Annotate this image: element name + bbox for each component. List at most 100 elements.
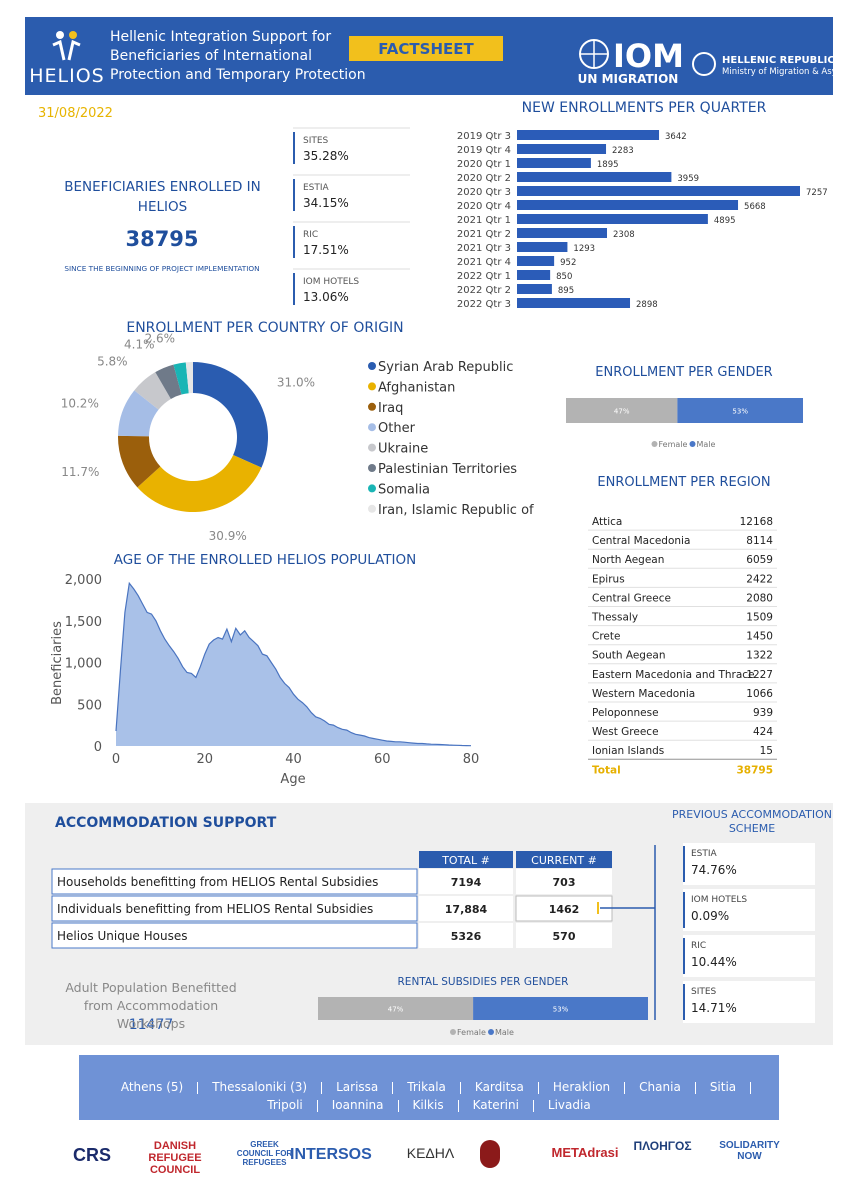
learning-center: Ioannina [331, 1098, 384, 1112]
legend-marker [368, 362, 376, 370]
data-label: 2898 [636, 300, 658, 310]
legend-marker [368, 484, 376, 493]
badge [349, 36, 503, 61]
column-header-text: TOTAL # [441, 854, 490, 867]
region-name: South Aegean [592, 650, 666, 662]
region-value: 6059 [746, 554, 773, 566]
learning-center: Karditsa [474, 1080, 524, 1094]
row-label-cell [51, 922, 418, 949]
separator [316, 1099, 318, 1112]
y-tick-label: 2022 Qtr 1 [457, 271, 511, 282]
bar [517, 186, 800, 196]
data-label: 850 [556, 272, 572, 282]
region-value: 1066 [746, 688, 773, 700]
data-label: 5668 [744, 202, 766, 212]
bar [517, 242, 568, 252]
data-label: 3959 [677, 174, 699, 184]
slice [137, 454, 262, 513]
chart-title: ENROLLMENT PER GENDER [595, 365, 772, 380]
region-value: 1509 [746, 612, 773, 624]
legend-label: Afghanistan [378, 380, 455, 395]
enrolled-note: SINCE THE BEGINNING OF PROJECT IMPLEMENT… [64, 264, 259, 273]
card-value: 14.71% [691, 1001, 737, 1015]
legend-marker [368, 382, 376, 391]
card-label: IOM HOTELS [691, 895, 747, 905]
legend-label: Male [697, 440, 716, 449]
slice [118, 435, 161, 488]
partner-logo: METAdrasi [551, 1145, 619, 1160]
bar [517, 214, 708, 224]
partner-logo: ΚΕΔΗΛ [406, 1145, 455, 1161]
column-header [419, 851, 513, 868]
bar-segment [677, 398, 803, 423]
learning-center: Sitia [709, 1080, 737, 1094]
data-label: 2.6% [145, 332, 176, 346]
value-cell [516, 923, 612, 948]
x-axis-label: Age [280, 772, 305, 787]
region-name: Central Macedonia [592, 535, 690, 547]
legend-marker [651, 441, 658, 447]
x-tick-label: 80 [463, 752, 480, 767]
scheme-title: PREVIOUS ACCOMMODATION SCHEME [672, 808, 832, 835]
bar-segment [566, 398, 678, 423]
legend-label: Female [457, 1028, 486, 1037]
bar [517, 144, 607, 154]
learning-center: Trikala [407, 1080, 446, 1094]
bar [517, 172, 672, 182]
card [683, 935, 815, 977]
separator [537, 1081, 539, 1094]
separator [532, 1099, 534, 1112]
y-tick-label: 2021 Qtr 1 [457, 215, 511, 226]
legend-marker [368, 504, 376, 513]
card-accent [683, 892, 685, 928]
card-accent [683, 984, 685, 1020]
legend-marker [450, 1029, 456, 1035]
partner-logo: SOLIDARITY NOW [719, 1140, 780, 1162]
region-name: Eastern Macedonia and Thrace [592, 669, 755, 681]
card-accent [293, 273, 295, 305]
card-accent [293, 132, 295, 164]
legend-label: Ukraine [378, 442, 428, 457]
ministry-emblem [692, 52, 716, 76]
row-label-cell [51, 868, 418, 895]
total-name: Total [592, 764, 621, 776]
y-tick-label: 2022 Qtr 2 [457, 285, 511, 296]
data-label: 10.2% [61, 396, 99, 410]
value-cell [515, 895, 613, 922]
slice [118, 390, 159, 437]
card-value: 34.15% [303, 196, 349, 210]
legend-label: Syrian Arab Republic [378, 360, 513, 375]
card-value: 13.06% [303, 290, 349, 304]
logo-figure [52, 39, 81, 61]
cell-value: 7194 [451, 876, 482, 889]
value-cell [419, 896, 513, 921]
learning-center: Chania [639, 1080, 681, 1094]
header-title: Protection and Temporary Protection [110, 67, 366, 83]
data-label: 4.1% [124, 338, 155, 352]
data-label: 1293 [573, 244, 595, 254]
legend-marker [488, 1029, 494, 1035]
data-label: 47% [614, 408, 630, 416]
legend-marker [368, 443, 376, 452]
learning-center: Athens (5) [120, 1080, 184, 1094]
cell-value: 703 [553, 876, 576, 889]
partner-logo: ΠΛΟΗΓΟΣ [633, 1139, 692, 1153]
partner-logo: CRS [72, 1145, 111, 1165]
cell-value: 570 [553, 930, 576, 943]
y-tick-label: 500 [77, 698, 102, 713]
row-label: Individuals benefitting from HELIOS Rent… [57, 902, 373, 916]
data-label: 11.7% [61, 465, 99, 479]
bar-segment [318, 997, 474, 1020]
y-tick-label: 2,000 [65, 573, 102, 588]
legend-marker [368, 402, 376, 411]
region-name: Epirus [592, 573, 625, 585]
region-name: Thessaly [591, 612, 638, 624]
card-label: SITES [303, 136, 329, 146]
card [683, 843, 815, 885]
region-name: North Aegean [592, 554, 664, 566]
slice [193, 362, 269, 468]
data-label: 1895 [597, 160, 619, 170]
chart-title: RENTAL SUBSIDIES PER GENDER [398, 976, 569, 988]
logo-text: HELIOS [29, 65, 105, 87]
